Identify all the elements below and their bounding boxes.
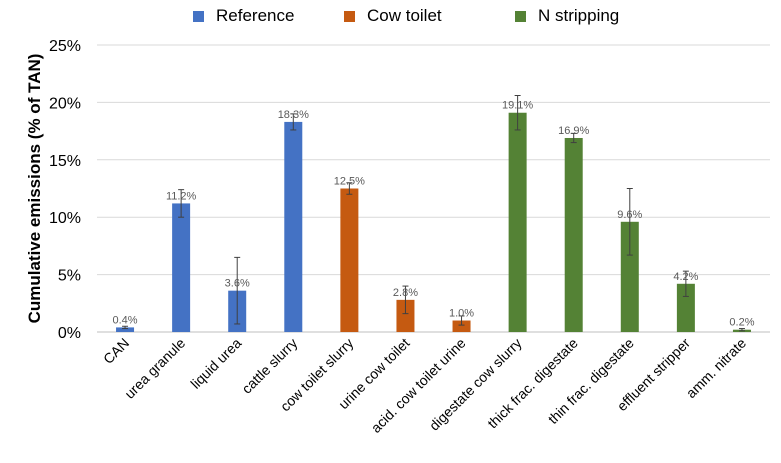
bar bbox=[396, 299, 415, 332]
legend-swatch-reference bbox=[193, 10, 204, 22]
y-tick-label: 20% bbox=[49, 95, 81, 112]
data-label: 16.9% bbox=[558, 125, 589, 137]
bar bbox=[340, 188, 359, 332]
bar bbox=[172, 203, 191, 332]
y-axis-title: Cumulative emissions (% of TAN) bbox=[25, 54, 44, 324]
bar bbox=[564, 137, 583, 332]
legend-label-n-stripping: N stripping bbox=[538, 6, 620, 25]
y-tick-label: 10% bbox=[49, 210, 81, 227]
x-tick-label: CAN bbox=[100, 335, 132, 367]
y-tick-label: 5% bbox=[58, 268, 81, 285]
legend: Reference Cow toilet N stripping bbox=[0, 2, 781, 28]
data-label: 4.2% bbox=[673, 271, 698, 283]
bar bbox=[676, 283, 695, 332]
bar bbox=[452, 320, 471, 332]
legend-swatch-cow-toilet bbox=[344, 10, 355, 22]
x-tick-label: digestate cow slurry bbox=[426, 335, 525, 434]
legend-item-reference: Reference bbox=[193, 6, 294, 26]
data-label: 19.1% bbox=[502, 100, 533, 112]
data-label: 0.4% bbox=[113, 314, 138, 326]
x-tick-label: amm. nitrate bbox=[683, 335, 749, 401]
legend-item-n-stripping: N stripping bbox=[515, 6, 619, 26]
data-label: 18.3% bbox=[278, 109, 309, 121]
bar bbox=[284, 121, 303, 332]
y-tick-label: 15% bbox=[49, 153, 81, 170]
legend-item-cow-toilet: Cow toilet bbox=[344, 6, 442, 26]
bar bbox=[116, 327, 135, 332]
data-label: 12.5% bbox=[334, 176, 365, 188]
data-label: 9.6% bbox=[617, 209, 642, 221]
data-label: 11.2% bbox=[166, 190, 197, 202]
data-label: 3.6% bbox=[225, 278, 250, 290]
legend-label-cow-toilet: Cow toilet bbox=[367, 6, 442, 25]
data-label: 1.0% bbox=[449, 308, 474, 320]
x-tick-label: liquid urea bbox=[187, 335, 244, 392]
bar bbox=[508, 112, 527, 333]
x-tick-label: cattle slurry bbox=[238, 335, 300, 397]
x-tick-label: urea granule bbox=[121, 335, 188, 402]
x-tick-label: acid. cow toilet urine bbox=[368, 335, 469, 436]
legend-label-reference: Reference bbox=[216, 6, 295, 25]
bar bbox=[620, 221, 639, 332]
y-tick-label: 25% bbox=[49, 38, 81, 55]
data-label: 2.8% bbox=[393, 287, 418, 299]
y-tick-label: 0% bbox=[58, 325, 81, 342]
legend-swatch-n-stripping bbox=[515, 10, 526, 22]
data-label: 0.2% bbox=[729, 317, 754, 329]
